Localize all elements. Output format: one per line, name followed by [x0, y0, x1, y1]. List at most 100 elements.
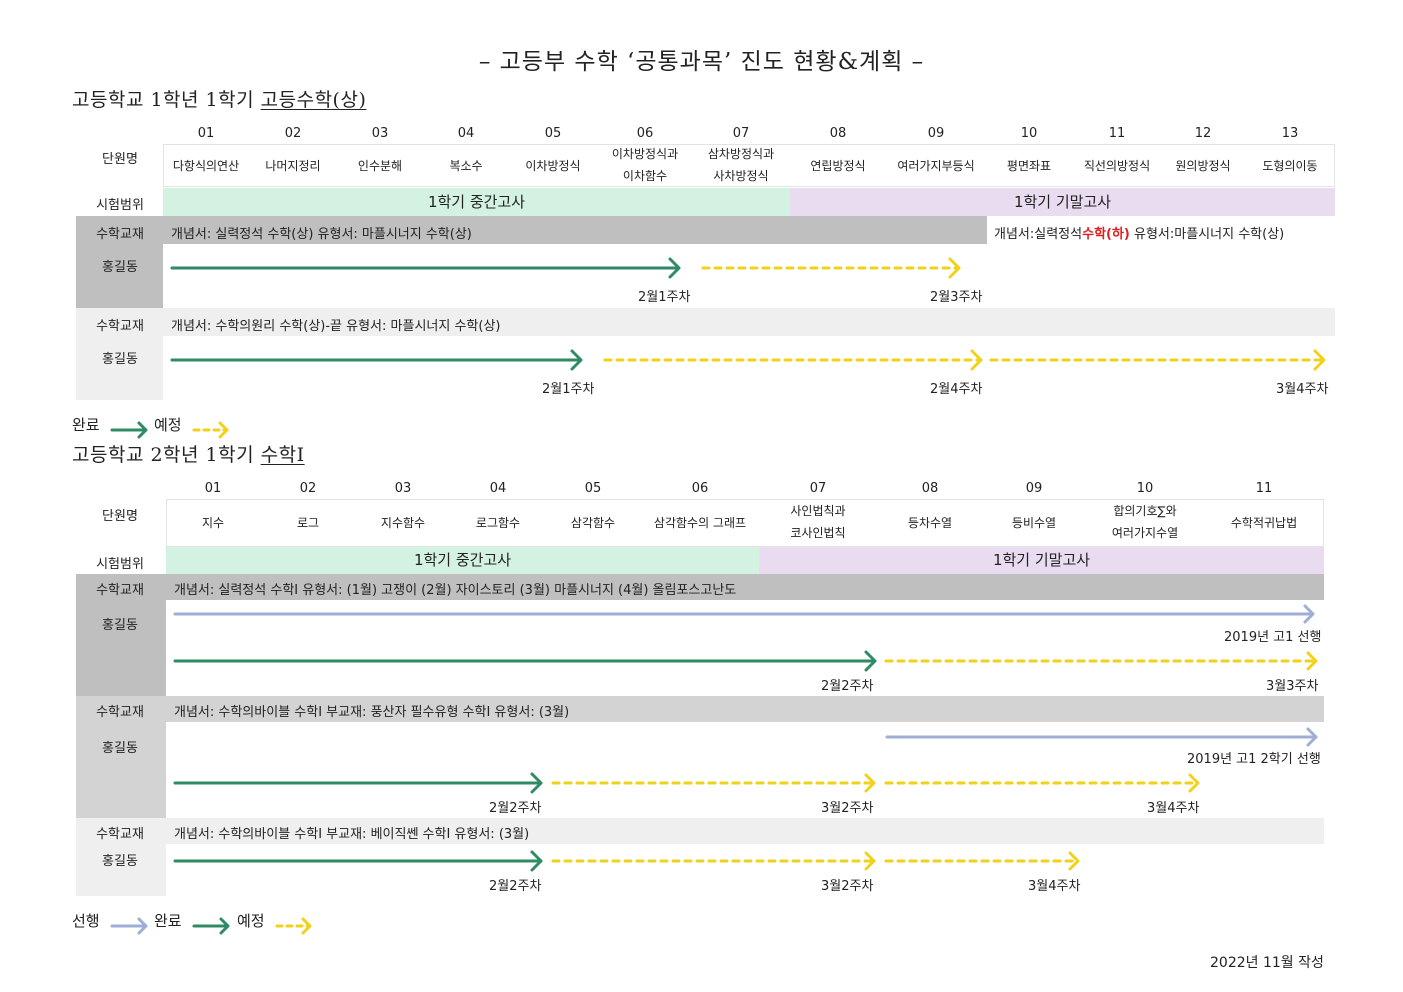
- t1-num: 07: [732, 126, 750, 141]
- t1-unit: 원의방정식: [1175, 159, 1231, 173]
- t2-unit: 합의기호∑와 여러가지수열: [1111, 504, 1179, 540]
- t2-unit: 등비수열: [1011, 516, 1057, 530]
- section1-heading-text: 고등학교 1학년 1학기: [72, 89, 261, 111]
- planned-arrow-head: [948, 257, 961, 279]
- legend2-done-arrow-head: [219, 917, 230, 935]
- t1-unit-label: 단원명: [102, 152, 138, 167]
- footer-date: 2022년 11월 작성: [1210, 955, 1324, 971]
- t2-r1-side: [76, 574, 166, 696]
- t2-unit: 등차수열: [907, 516, 953, 530]
- legend2-done: 완료: [154, 912, 182, 930]
- t2-unit-row: [166, 499, 1324, 547]
- planned-arrow-head: [1068, 851, 1080, 871]
- planned-arrow-head: [864, 773, 876, 793]
- t2-r2-mark: 2019년 고1 2학기 선행: [1187, 752, 1321, 767]
- t1-range-label: 시험범위: [96, 198, 144, 213]
- t2-unit: 지수함수: [380, 516, 426, 530]
- t2-exam-final: 1학기 기말고사: [759, 547, 1324, 574]
- t1-unit: 이차방정식과 이차함수: [611, 147, 679, 183]
- t2-r3-book: 개념서: 수학의바이블 수학I 부교재: 베이직쎈 수학I 유형서: (3월): [174, 827, 530, 842]
- done-arrow-head: [864, 650, 877, 672]
- section2-heading-text: 고등학교 2학년 1학기: [72, 444, 261, 466]
- legend2-ahead: 선행: [72, 912, 100, 930]
- t2-r2-book: 개념서: 수학의바이블 수학I 부교재: 풍산자 필수유형 수학I 유형서: (…: [174, 705, 570, 720]
- t2-unit: 삼각함수: [570, 516, 616, 530]
- t2-unit: 수학적귀납법: [1230, 516, 1298, 530]
- legend2-planned-arrow-head: [301, 917, 312, 935]
- done-arrow-head: [668, 257, 681, 279]
- t2-r2-book-label: 수학교재: [96, 705, 144, 720]
- legend1-planned-arrow-head: [218, 421, 229, 439]
- t1-unit: 삼차방정식과 사차방정식: [707, 147, 775, 183]
- t2-r2-mark: 2월2주차: [489, 801, 542, 816]
- t2-num: 08: [921, 481, 939, 496]
- t1-r2-book-label: 수학교재: [96, 319, 144, 334]
- t2-unit: 지수: [201, 516, 225, 530]
- t1-unit: 다항식의연산: [172, 159, 240, 173]
- legend2-planned: 예정: [237, 912, 265, 930]
- t1-num: 01: [197, 126, 215, 141]
- t1-exam-mid: 1학기 중간고사: [163, 188, 790, 216]
- t1-unit: 도형의이동: [1262, 159, 1318, 173]
- t2-unit: 사인법칙과 코사인법칙: [790, 504, 846, 540]
- t1-num: 03: [371, 126, 389, 141]
- t2-num: 01: [204, 481, 222, 496]
- page-title: – 고등부 수학 ‘공통과목’ 진도 현황&계획 –: [478, 49, 925, 75]
- t1-r1-book-label: 수학교재: [96, 227, 144, 242]
- section2-subject: 수학I: [260, 444, 305, 466]
- t2-r3-book-label: 수학교재: [96, 827, 144, 842]
- t2-num: 04: [489, 481, 507, 496]
- t1-unit: 연립방정식: [810, 159, 866, 173]
- t1-r2-mark: 2월1주차: [542, 382, 595, 397]
- t2-num: 05: [584, 481, 602, 496]
- t1-num: 12: [1194, 126, 1212, 141]
- t1-r2-mark: 2월4주차: [930, 382, 983, 397]
- t1-r2-student: 홍길동: [102, 352, 138, 367]
- t1-unit: 직선의방정식: [1083, 159, 1151, 173]
- t2-r3-mark: 2월2주차: [489, 879, 542, 894]
- t2-num: 03: [394, 481, 412, 496]
- t1-num: 11: [1108, 126, 1126, 141]
- t1-r1-mark: 2월1주차: [638, 290, 691, 305]
- t1-unit: 복소수: [449, 159, 483, 173]
- ahead-arrow-head: [1303, 604, 1315, 624]
- t1-r1-book-right: 개념서:실력정석수학(하) 유형서:마플시너지 수학(상): [994, 223, 1284, 242]
- t2-unit: 삼각함수의 그래프: [653, 516, 747, 530]
- t2-r2-student: 홍길동: [102, 741, 138, 756]
- t2-num: 09: [1025, 481, 1043, 496]
- t1-unit: 이차방정식: [525, 159, 581, 173]
- t2-num: 10: [1136, 481, 1154, 496]
- section2-heading: 고등학교 2학년 1학기 수학I: [72, 440, 305, 467]
- t1-num: 10: [1020, 126, 1038, 141]
- t1-r2-side: [76, 308, 163, 400]
- t2-num: 07: [809, 481, 827, 496]
- t1-r1-student: 홍길동: [102, 260, 138, 275]
- legend2-ahead-arrow-head: [137, 917, 148, 935]
- t1-unit: 평면좌표: [1006, 159, 1052, 173]
- t1-r1-book: 개념서: 실력정석 수학(상) 유형서: 마플시너지 수학(상): [171, 227, 472, 242]
- t2-r1-mark: 3월3주차: [1266, 679, 1319, 694]
- t1-num: 05: [544, 126, 562, 141]
- t2-range-label: 시험범위: [96, 557, 144, 572]
- t1-r1-book-right-b: 유형서:마플시너지 수학(상): [1129, 227, 1285, 242]
- t1-r1-book-right-a: 개념서:실력정석: [994, 227, 1083, 242]
- t1-num: 08: [829, 126, 847, 141]
- section1-subject: 고등수학(상): [260, 89, 367, 111]
- t2-unit: 로그함수: [475, 516, 521, 530]
- legend1-planned: 예정: [154, 416, 182, 434]
- t2-r1-student: 홍길동: [102, 618, 138, 633]
- section1-heading: 고등학교 1학년 1학기 고등수학(상): [72, 85, 366, 112]
- done-arrow-head: [570, 349, 583, 371]
- t2-r1-bookbar: [166, 574, 1324, 600]
- legend1-done-arrow-head: [137, 421, 148, 439]
- t1-r2-mark: 3월4주차: [1276, 382, 1329, 397]
- t1-r2-bookbar: [163, 308, 1335, 336]
- t2-r3-side: [76, 818, 166, 896]
- t2-r3-student: 홍길동: [102, 854, 138, 869]
- t2-exam-mid: 1학기 중간고사: [166, 547, 759, 574]
- t2-num: 06: [691, 481, 709, 496]
- ahead-arrow-head: [1306, 727, 1318, 747]
- planned-arrow-head: [864, 851, 876, 871]
- t1-num: 04: [457, 126, 475, 141]
